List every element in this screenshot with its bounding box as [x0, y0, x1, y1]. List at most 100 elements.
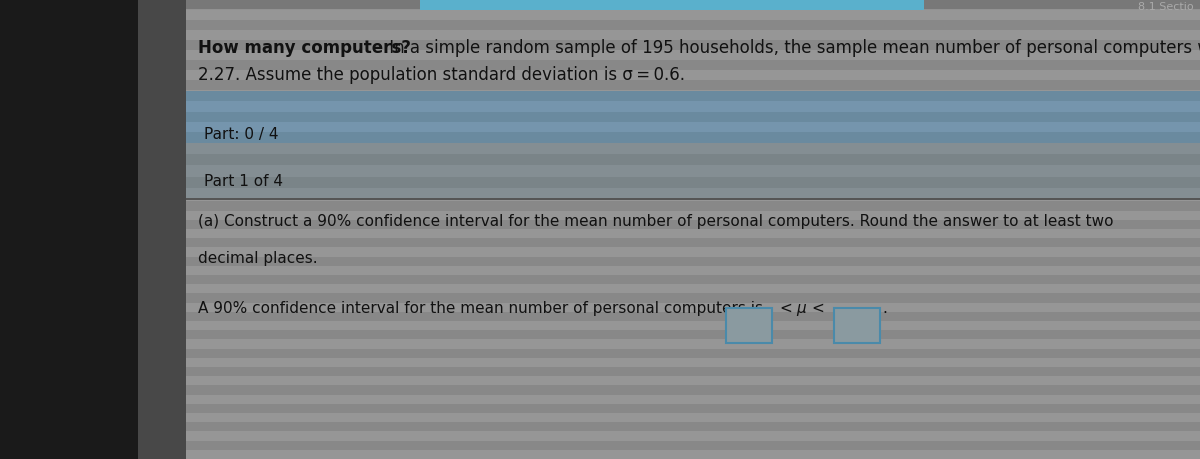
- Bar: [186, 220, 1200, 230]
- Bar: [186, 60, 1200, 70]
- Bar: [186, 431, 1200, 441]
- Bar: [186, 91, 1200, 101]
- Bar: [186, 269, 1200, 280]
- Bar: [186, 404, 1200, 413]
- Bar: [186, 61, 1200, 71]
- Bar: [186, 143, 1200, 154]
- Bar: [186, 312, 1200, 321]
- Text: In a simple random sample of 195 households, the sample mean number of personal : In a simple random sample of 195 househo…: [384, 39, 1200, 57]
- Bar: [186, 349, 1200, 359]
- Bar: [186, 179, 1200, 190]
- Text: decimal places.: decimal places.: [198, 250, 318, 265]
- Bar: [186, 41, 1200, 51]
- Bar: [186, 20, 1200, 30]
- Bar: [186, 285, 1200, 294]
- Bar: [186, 289, 1200, 299]
- Bar: [186, 319, 1200, 329]
- Bar: [186, 70, 1200, 80]
- Bar: [186, 379, 1200, 389]
- Bar: [186, 257, 1200, 266]
- Bar: [186, 170, 1200, 179]
- Bar: [420, 0, 924, 21]
- Bar: [186, 153, 1200, 154]
- Bar: [186, 240, 1200, 249]
- Bar: [186, 150, 1200, 160]
- Bar: [186, 299, 1200, 309]
- Bar: [186, 248, 1200, 257]
- Bar: [186, 349, 1200, 358]
- Bar: [186, 30, 1200, 40]
- Bar: [186, 50, 1200, 60]
- Bar: [186, 358, 1200, 367]
- Bar: [186, 230, 1200, 239]
- Bar: [186, 321, 1200, 330]
- Bar: [186, 21, 1200, 31]
- Bar: [186, 144, 1200, 155]
- Bar: [186, 91, 1200, 102]
- Bar: [186, 386, 1200, 395]
- Bar: [186, 140, 1200, 150]
- Bar: [186, 200, 1200, 210]
- Bar: [186, 340, 1200, 349]
- Bar: [186, 376, 1200, 386]
- Bar: [186, 112, 1200, 123]
- Bar: [186, 294, 1200, 303]
- Bar: [726, 308, 772, 343]
- Bar: [186, 155, 1200, 200]
- Bar: [186, 266, 1200, 275]
- Bar: [186, 102, 1200, 154]
- Bar: [186, 395, 1200, 404]
- Text: .: .: [882, 301, 887, 316]
- Bar: [186, 133, 1200, 143]
- Bar: [186, 81, 1200, 91]
- Bar: [186, 399, 1200, 409]
- Bar: [186, 31, 1200, 41]
- Bar: [186, 100, 1200, 110]
- Bar: [186, 441, 1200, 450]
- Bar: [186, 51, 1200, 61]
- Bar: [186, 449, 1200, 459]
- Bar: [186, 450, 1200, 459]
- Bar: [186, 190, 1200, 200]
- Bar: [186, 160, 1200, 170]
- Bar: [186, 189, 1200, 200]
- Bar: [186, 239, 1200, 248]
- Bar: [186, 280, 1200, 289]
- Bar: [186, 429, 1200, 439]
- Bar: [186, 413, 1200, 422]
- Text: How many computers?: How many computers?: [198, 39, 410, 57]
- Bar: [834, 308, 880, 343]
- Bar: [186, 329, 1200, 339]
- Bar: [186, 166, 1200, 177]
- Bar: [186, 409, 1200, 419]
- Bar: [186, 230, 1200, 240]
- Text: A 90% confidence interval for the mean number of personal computers is: A 90% confidence interval for the mean n…: [198, 301, 763, 316]
- Bar: [186, 130, 1200, 140]
- Bar: [186, 275, 1200, 285]
- Bar: [186, 40, 1200, 50]
- Text: 8.1 Sectio: 8.1 Sectio: [1139, 2, 1194, 12]
- Bar: [186, 80, 1200, 90]
- Bar: [186, 177, 1200, 189]
- Bar: [186, 419, 1200, 429]
- Text: Part: 0 / 4: Part: 0 / 4: [204, 126, 278, 141]
- Bar: [0, 0, 138, 459]
- Bar: [186, 0, 1200, 10]
- Bar: [186, 219, 1200, 230]
- Bar: [186, 202, 1200, 211]
- Bar: [186, 330, 1200, 340]
- Bar: [186, 71, 1200, 81]
- Bar: [186, 120, 1200, 130]
- Bar: [186, 359, 1200, 369]
- Bar: [186, 211, 1200, 220]
- Bar: [186, 369, 1200, 379]
- Bar: [186, 21, 1200, 101]
- Bar: [186, 422, 1200, 431]
- Bar: [186, 339, 1200, 349]
- Bar: [186, 439, 1200, 449]
- Bar: [186, 199, 1200, 200]
- Bar: [186, 210, 1200, 219]
- Bar: [186, 367, 1200, 376]
- Bar: [186, 309, 1200, 319]
- Bar: [186, 11, 1200, 21]
